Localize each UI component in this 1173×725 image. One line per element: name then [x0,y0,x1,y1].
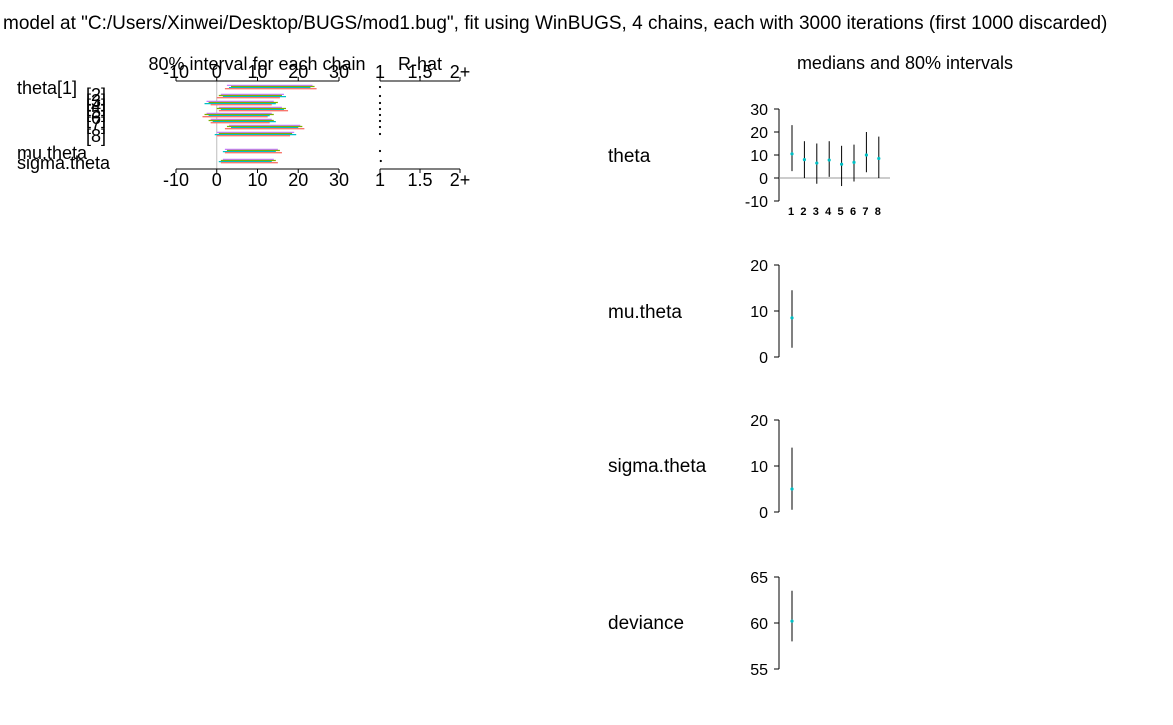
chain-axis-tick-label: 20 [288,170,308,190]
parameter-labels: theta[1] [2][3][4][5][6][7][8]mu.thetasig… [17,78,111,173]
subpanel-label: sigma.theta [608,456,707,477]
subpanel-y-tick-label: 20 [750,413,768,430]
chain-axis-tick-label: 10 [247,62,267,82]
rhat-axes: 1 1.5 2+ 1 1.5 2+ [375,62,470,190]
chain-axis-tick-label: 0 [212,62,222,82]
medians-title: medians and 80% intervals [797,53,1013,73]
median-point [852,160,856,164]
chain-axis-tick-label: 30 [329,170,349,190]
subpanel-y-tick-label: 20 [750,125,768,142]
category-tick-label: 6 [850,206,856,218]
rhat-point [378,107,382,111]
parameter-label: [4] [86,96,106,116]
parameter-label: mu.theta [17,143,88,163]
rhat-axis-tick-label: 1.5 [407,62,432,82]
median-point [877,156,881,161]
rhat-marks [378,85,382,163]
median-point [790,487,794,491]
chain-interval-panel: 80% interval for each chain theta[1] [2][… [17,54,366,190]
subpanel-y-tick-label: 65 [750,570,768,587]
rhat-axis-tick-label: 2+ [450,62,471,82]
median-point [840,162,844,166]
chain-axis-tick-label: 0 [212,170,222,190]
rhat-axis-tick-label: 1 [375,62,385,82]
rhat-point [378,85,382,89]
subpanel-y-tick-label: 0 [759,171,768,188]
median-point [790,619,794,623]
median-point [802,158,807,162]
category-tick-label: 4 [825,206,832,218]
subpanel-y-tick-label: 0 [759,350,768,367]
subpanel-label: deviance [608,613,684,634]
subpanel-y-tick-label: 30 [750,102,768,119]
rhat-point [378,132,382,136]
rhat-point [378,113,382,117]
chain-axis-tick-label: 30 [329,62,349,82]
category-tick-label: 7 [862,206,868,218]
category-tick-label: 5 [838,206,844,218]
parameter-label: [3] [86,91,106,111]
subpanel-y-tick-label: 10 [750,148,768,165]
subpanel-y-tick-label: 60 [750,616,768,633]
chain-axis-tick-label: -10 [163,62,189,82]
rhat-panel: R-hat 1 1.5 2+ 1 1.5 2+ [375,54,470,190]
main-title: model at "C:/Users/Xinwei/Desktop/BUGS/m… [3,13,1107,34]
subpanel-label: mu.theta [608,302,682,323]
subpanel-y-tick-label: -10 [745,194,768,211]
category-tick-label: 8 [875,206,881,218]
chain-axis-tick-label: 20 [288,62,308,82]
rhat-axis-tick-label: 2+ [450,170,471,190]
median-subpanel: theta 30 20 10 0 -10 1 2 3 4 5 6 7 8 [608,102,890,218]
median-point [815,161,819,165]
median-subpanel: sigma.theta 20 10 0 [608,413,794,522]
category-tick-label: 2 [800,206,806,218]
rhat-point [378,94,382,98]
subpanel-y-tick-label: 10 [750,304,768,321]
chain-interval-title: 80% interval for each chain [148,54,365,74]
rhat-axis-tick-label: 1.5 [407,170,432,190]
rhat-axis-tick-label: 1 [375,170,385,190]
chain-interval-axes: -10 0 10 20 30 -10 0 10 20 30 [163,62,349,190]
subpanel-label: theta [608,146,651,167]
rhat-point [378,125,382,129]
rhat-point [378,149,382,153]
subpanel-y-tick-label: 10 [750,459,768,476]
chain-axis-tick-label: -10 [163,170,189,190]
subpanel-y-tick-label: 0 [759,505,768,522]
rhat-point [378,119,382,123]
chain-interval-marks [202,84,317,164]
parameter-label: theta[1] [17,78,77,98]
median-point [790,316,794,320]
category-tick-label: 1 [788,206,794,218]
parameter-label: [6] [86,108,106,128]
median-point [864,153,869,157]
medians-panel: medians and 80% intervals theta3020100-1… [608,53,1013,679]
parameter-label: sigma.theta [17,153,111,173]
rhat-title: R-hat [398,54,442,74]
median-subpanel: mu.theta 20 10 0 [608,258,794,367]
chain-axis-tick-label: 10 [247,170,267,190]
category-tick-label: 3 [813,206,819,218]
median-point [790,152,794,156]
parameter-label: [8] [86,126,106,146]
rhat-point [379,159,382,163]
parameter-label: [2] [86,85,106,105]
subpanel-y-tick-label: 55 [750,662,768,679]
parameter-label: [7] [86,114,106,134]
subpanel-y-tick-label: 20 [750,258,768,275]
rhat-point [378,101,382,105]
median-point [827,158,831,162]
median-subpanel: deviance 65 60 55 [608,570,794,679]
parameter-label: [5] [86,102,106,122]
